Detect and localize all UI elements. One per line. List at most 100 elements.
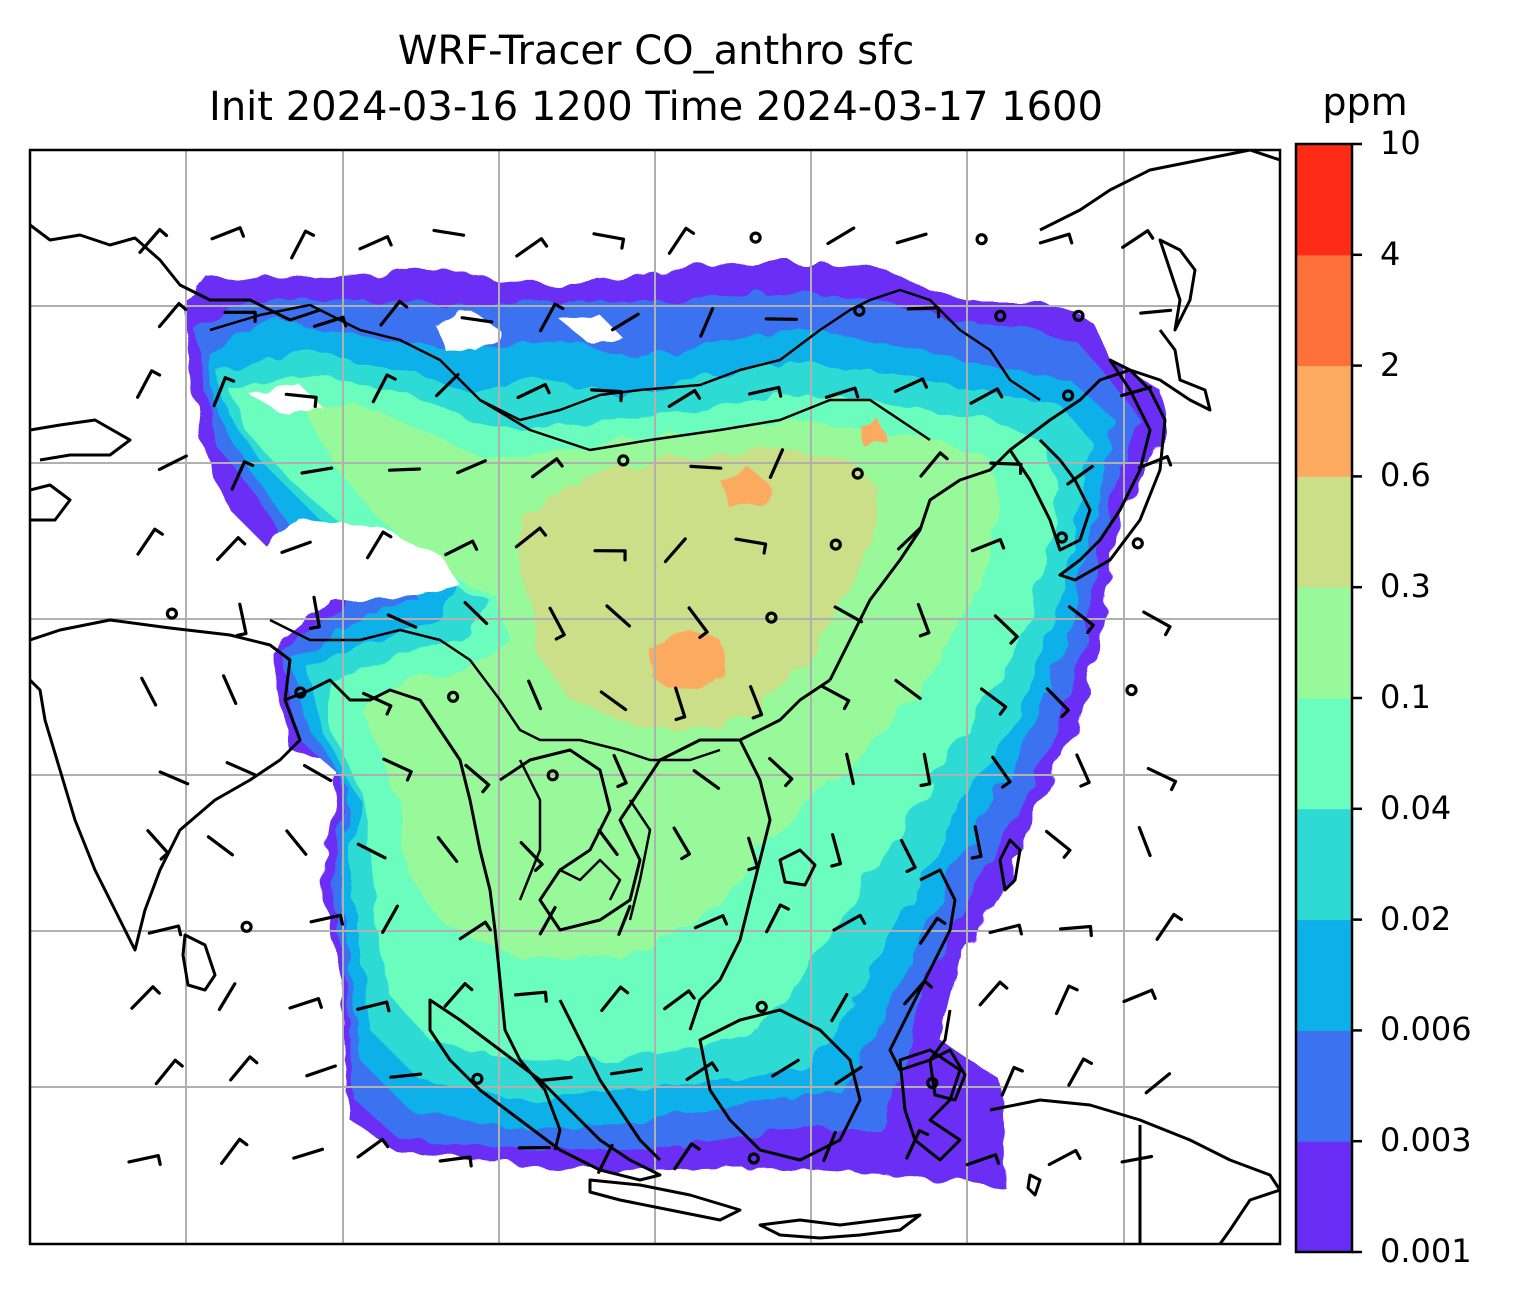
wind-barb: [222, 674, 238, 705]
wind-barb: [689, 464, 723, 470]
colorbar-band: [1296, 698, 1352, 810]
wind-barb: [210, 226, 245, 241]
wind-barb: [903, 979, 933, 1006]
wind-barb: [223, 310, 257, 323]
colorbar-band: [1296, 1030, 1352, 1142]
colorbar-band: [1296, 1141, 1352, 1253]
wind-barb: [993, 614, 1019, 645]
colorbar-band: [1296, 254, 1352, 367]
map-title: WRF-Tracer CO_anthro sfc: [397, 28, 915, 74]
wind-barb: [356, 842, 387, 860]
wind-barb: [531, 457, 564, 479]
wind-barb: [1122, 988, 1157, 1004]
calm-circle: [749, 231, 762, 244]
wind-barb: [527, 679, 543, 711]
wind-barb: [597, 1143, 614, 1174]
wind-barb: [460, 316, 494, 324]
wind-barb: [1047, 1148, 1082, 1167]
calm-circle: [447, 690, 460, 703]
wind-barb: [916, 602, 931, 638]
wind-barb: [599, 690, 628, 712]
wind-barb: [230, 460, 255, 491]
wind-barb: [771, 1058, 800, 1078]
wind-barb: [157, 454, 188, 471]
wind-barb: [1139, 308, 1173, 315]
map-subtitle: Init 2024-03-16 1200 Time 2024-03-17 160…: [209, 84, 1103, 130]
wind-barb: [965, 1153, 1001, 1167]
wind-barb: [988, 923, 1023, 936]
calm-circle: [755, 1000, 768, 1014]
colorbar-tick-label: 0.3: [1380, 567, 1431, 606]
wind-barb: [1144, 1072, 1172, 1095]
wind-barb: [539, 302, 565, 333]
calm-circle: [747, 1152, 760, 1165]
wind-barb: [386, 613, 418, 629]
wind-barb: [609, 1067, 643, 1076]
wind-barb: [456, 459, 487, 475]
calm-circle: [1131, 537, 1144, 550]
wind-barb: [919, 752, 932, 788]
wind-barb: [663, 989, 696, 1011]
wind-barb: [1067, 1057, 1093, 1087]
wind-barb: [593, 549, 627, 562]
wind-barb: [970, 825, 983, 860]
colorbar-ticks: [1352, 142, 1362, 1254]
wind-barb: [216, 536, 247, 562]
calm-circle: [240, 920, 253, 933]
wind-barb: [438, 1155, 473, 1168]
wind-barb: [229, 1055, 259, 1082]
wind-barb: [768, 448, 785, 479]
wind-barb: [692, 769, 721, 790]
wind-barb: [1155, 912, 1183, 941]
wind-barb: [284, 392, 318, 408]
wind-barb: [379, 299, 409, 327]
wind-barb: [303, 764, 333, 783]
wind-barbs: [127, 226, 1183, 1174]
wind-barb: [674, 686, 687, 722]
wind-barb: [140, 676, 158, 707]
colorbar-tick-label: 0.6: [1380, 456, 1431, 495]
wind-barb: [382, 757, 413, 782]
calm-circle: [471, 1072, 484, 1085]
wind-barb: [220, 1137, 249, 1165]
wind-barb: [667, 389, 702, 408]
wind-barb: [305, 1064, 337, 1078]
wind-barb: [900, 839, 917, 873]
wind-barb: [685, 1061, 719, 1081]
wind-barb: [822, 1130, 837, 1162]
wind-barb: [1137, 826, 1152, 858]
wind-barb: [515, 237, 549, 258]
wind-barb: [617, 904, 632, 936]
wind-barb: [280, 540, 312, 554]
wind-barb: [747, 836, 760, 872]
wind-barb: [1146, 767, 1178, 792]
wind-barb: [312, 315, 348, 328]
wind-barb: [1120, 1154, 1154, 1164]
concentration-field: [186, 262, 1165, 1188]
wind-barb: [443, 982, 474, 1008]
calm-circle: [546, 769, 559, 782]
wind-barb: [235, 602, 248, 638]
colorbar-tick-label: 0.006: [1380, 1010, 1472, 1049]
wind-barb: [1038, 232, 1074, 245]
colorbar: [1294, 142, 1362, 1254]
wind-barb: [834, 1065, 863, 1086]
wind-barb: [146, 829, 170, 861]
wind-barb: [600, 985, 630, 1013]
wind-barb: [663, 537, 687, 564]
colorbar-tick-label: 4: [1380, 234, 1401, 273]
wind-barb: [539, 1075, 573, 1082]
calm-circle: [165, 607, 178, 620]
wind-barb: [894, 678, 922, 700]
field-level-06: [720, 470, 770, 508]
wind-barb: [667, 226, 696, 255]
wind-barb: [1067, 605, 1095, 634]
wind-barb: [1059, 924, 1093, 938]
wind-barb: [820, 684, 851, 711]
wind-barb: [157, 302, 188, 329]
wind-barb: [147, 924, 183, 937]
wind-barb: [830, 993, 849, 1023]
colorbar-bands: [1296, 144, 1352, 1253]
wind-barb: [138, 228, 169, 254]
wind-barb: [693, 914, 729, 930]
